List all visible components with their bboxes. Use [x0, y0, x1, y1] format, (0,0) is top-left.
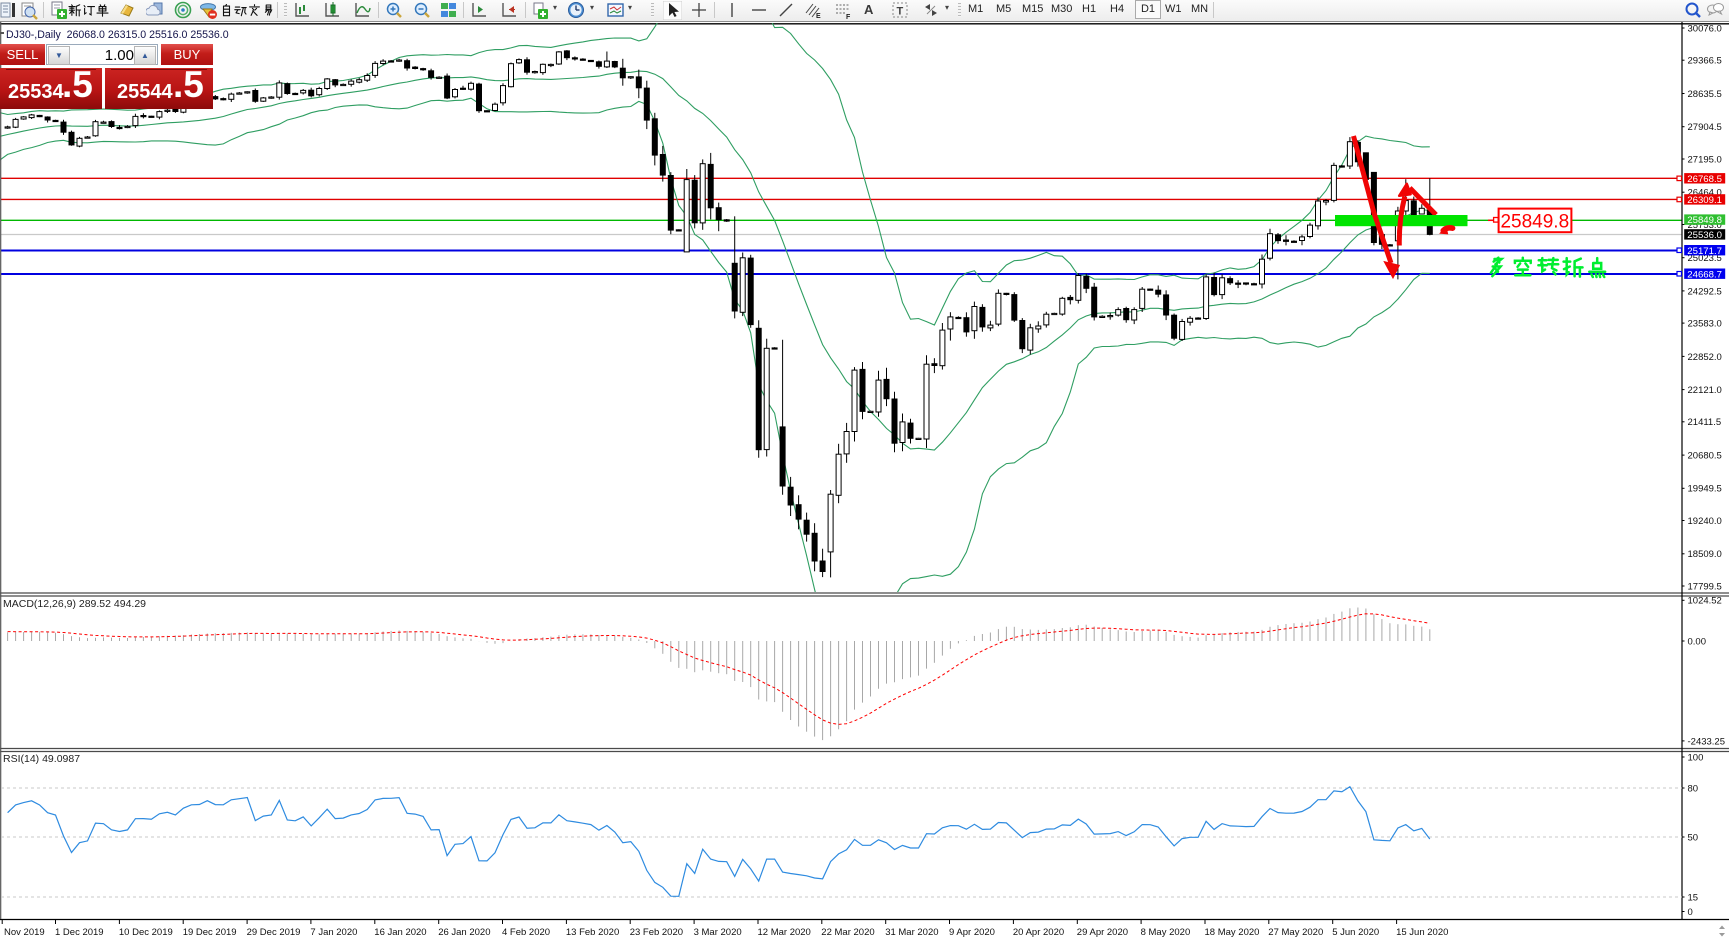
- svg-text:1 Dec 2019: 1 Dec 2019: [55, 927, 104, 938]
- svg-text:28635.5: 28635.5: [1688, 89, 1722, 100]
- svg-text:29366.5: 29366.5: [1688, 56, 1722, 67]
- svg-text:22852.0: 22852.0: [1688, 352, 1722, 363]
- svg-text:E: E: [816, 13, 821, 20]
- svg-text:19240.0: 19240.0: [1688, 516, 1722, 527]
- svg-text:50: 50: [1688, 832, 1699, 843]
- svg-text:9 Apr 2020: 9 Apr 2020: [949, 927, 995, 938]
- svg-text:27195.0: 27195.0: [1688, 154, 1722, 165]
- svg-text:4 Feb 2020: 4 Feb 2020: [502, 927, 550, 938]
- svg-text:21411.5: 21411.5: [1688, 417, 1722, 428]
- svg-text:25171.7: 25171.7: [1687, 246, 1722, 257]
- svg-text:29 Dec 2019: 29 Dec 2019: [247, 927, 301, 938]
- svg-text:0: 0: [1688, 907, 1693, 918]
- svg-text:25536.0: 25536.0: [1687, 230, 1722, 241]
- svg-text:29 Apr 2020: 29 Apr 2020: [1077, 927, 1128, 938]
- svg-text:13 Feb 2020: 13 Feb 2020: [566, 927, 619, 938]
- svg-text:22121.0: 22121.0: [1688, 385, 1722, 396]
- svg-text:26 Jan 2020: 26 Jan 2020: [438, 927, 490, 938]
- svg-text:23583.0: 23583.0: [1688, 319, 1722, 330]
- svg-text:1024.52: 1024.52: [1688, 596, 1722, 607]
- svg-text:F: F: [846, 14, 851, 20]
- svg-text:23 Feb 2020: 23 Feb 2020: [630, 927, 683, 938]
- svg-text:19 Dec 2019: 19 Dec 2019: [183, 927, 237, 938]
- svg-text:80: 80: [1688, 783, 1699, 794]
- svg-text:Nov 2019: Nov 2019: [4, 927, 45, 938]
- svg-text:-2433.25: -2433.25: [1688, 736, 1726, 747]
- svg-text:12 Mar 2020: 12 Mar 2020: [758, 927, 811, 938]
- svg-text:27904.5: 27904.5: [1688, 122, 1722, 133]
- svg-text:18 May 2020: 18 May 2020: [1205, 927, 1260, 938]
- svg-text:10 Dec 2019: 10 Dec 2019: [119, 927, 173, 938]
- svg-text:25849.8: 25849.8: [1687, 215, 1722, 226]
- svg-text:3 Mar 2020: 3 Mar 2020: [694, 927, 742, 938]
- svg-text:26309.1: 26309.1: [1687, 195, 1722, 206]
- svg-text:30076.0: 30076.0: [1688, 23, 1722, 34]
- svg-text:RSI(14) 49.0987: RSI(14) 49.0987: [3, 753, 80, 765]
- svg-text:27 May 2020: 27 May 2020: [1268, 927, 1323, 938]
- svg-text:7 Jan 2020: 7 Jan 2020: [310, 927, 357, 938]
- svg-text:20680.5: 20680.5: [1688, 451, 1722, 462]
- svg-text:0.00: 0.00: [1688, 636, 1707, 647]
- svg-text:16 Jan 2020: 16 Jan 2020: [374, 927, 426, 938]
- svg-text:T: T: [897, 6, 904, 18]
- svg-text:19949.5: 19949.5: [1688, 484, 1722, 495]
- svg-text:24668.7: 24668.7: [1687, 269, 1722, 280]
- svg-text:31 Mar 2020: 31 Mar 2020: [885, 927, 938, 938]
- svg-text:25849.8: 25849.8: [1500, 211, 1569, 232]
- svg-text:8 May 2020: 8 May 2020: [1141, 927, 1191, 938]
- svg-text:20 Apr 2020: 20 Apr 2020: [1013, 927, 1064, 938]
- svg-text:15 Jun 2020: 15 Jun 2020: [1396, 927, 1448, 938]
- svg-text:5 Jun 2020: 5 Jun 2020: [1332, 927, 1379, 938]
- svg-text:22 Mar 2020: 22 Mar 2020: [821, 927, 874, 938]
- svg-text:25753.0: 25753.0: [1688, 220, 1722, 231]
- svg-text:15: 15: [1688, 892, 1699, 903]
- svg-text:MACD(12,26,9) 289.52 494.29: MACD(12,26,9) 289.52 494.29: [3, 598, 146, 610]
- svg-text:25023.5: 25023.5: [1688, 253, 1722, 264]
- svg-text:26464.0: 26464.0: [1688, 188, 1722, 199]
- svg-text:24292.5: 24292.5: [1688, 286, 1722, 297]
- svg-text:18509.0: 18509.0: [1688, 549, 1722, 560]
- svg-text:26768.5: 26768.5: [1687, 174, 1722, 185]
- svg-text:17799.5: 17799.5: [1688, 581, 1722, 592]
- svg-text:100: 100: [1688, 752, 1704, 763]
